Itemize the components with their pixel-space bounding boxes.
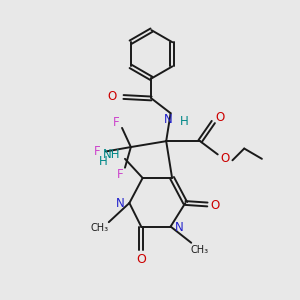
Text: CH₃: CH₃ — [191, 244, 209, 254]
Text: N: N — [116, 197, 125, 210]
Text: NH: NH — [103, 148, 121, 161]
Text: O: O — [220, 152, 230, 165]
Text: F: F — [113, 116, 119, 128]
Text: H: H — [98, 155, 107, 168]
Text: N: N — [175, 220, 184, 234]
Text: O: O — [108, 90, 117, 103]
Text: F: F — [94, 145, 100, 158]
Text: N: N — [164, 113, 172, 127]
Text: F: F — [117, 168, 123, 181]
Text: O: O — [215, 111, 225, 124]
Text: O: O — [136, 253, 146, 266]
Text: CH₃: CH₃ — [91, 223, 109, 233]
Text: H: H — [179, 115, 188, 128]
Text: O: O — [211, 199, 220, 212]
